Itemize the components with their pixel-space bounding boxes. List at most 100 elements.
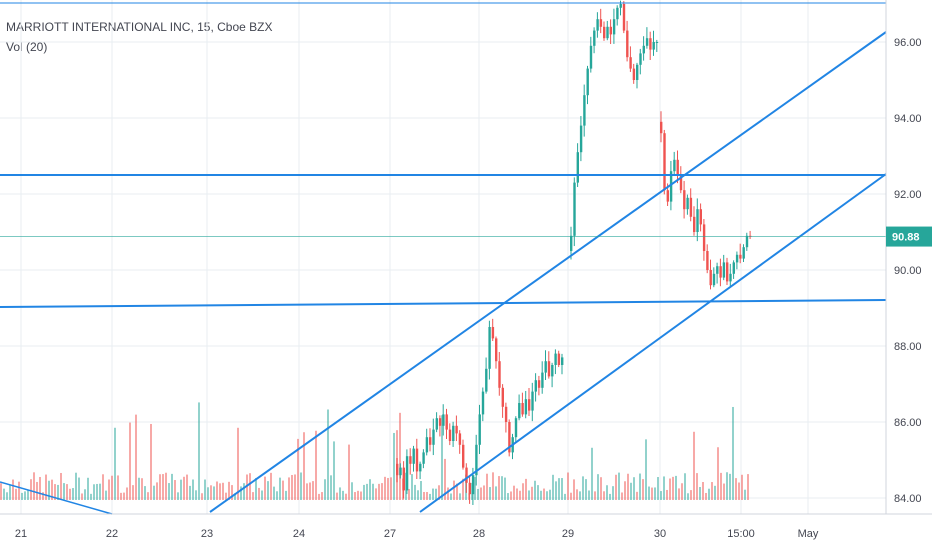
volume-bar <box>222 482 224 500</box>
time-axis: 21 22 23 24 27 28 29 30 15:00 May <box>0 513 932 540</box>
candle-body <box>481 391 485 415</box>
volume-bar <box>189 485 191 500</box>
volume-bar <box>576 489 578 500</box>
price-tick-label: 90.00 <box>894 265 922 277</box>
volume-bar <box>378 483 380 500</box>
candle-body <box>676 159 679 175</box>
volume-bar <box>102 474 104 500</box>
volume-bar <box>483 485 485 500</box>
volume-bar <box>699 487 701 500</box>
candle-body <box>405 456 409 491</box>
volume-bar <box>150 423 152 500</box>
candle-body <box>619 4 622 8</box>
volume-bar <box>285 490 287 500</box>
volume-bar <box>693 431 695 500</box>
candle-body <box>445 414 448 430</box>
volume-bar <box>6 492 8 500</box>
volume-bar <box>12 479 14 500</box>
volume-bar <box>246 474 248 500</box>
time-tick-label: 30 <box>654 528 666 540</box>
candle-body <box>702 224 706 251</box>
time-tick-label: 22 <box>106 528 118 540</box>
volume-bar <box>141 478 143 500</box>
candle-body <box>488 327 491 369</box>
volume-bar <box>363 484 365 500</box>
candle-body <box>583 95 586 126</box>
volume-bar <box>522 483 524 500</box>
volume-bar <box>384 476 386 500</box>
time-tick-label: May <box>798 528 819 540</box>
volume-bar <box>621 492 623 500</box>
volume-bar <box>462 478 464 500</box>
volume-bar <box>276 491 278 500</box>
volume-bar <box>237 427 239 500</box>
volume-bar <box>432 488 434 500</box>
volume-bar <box>336 492 338 500</box>
candle-body <box>606 26 609 39</box>
candle-body <box>629 57 632 69</box>
trendlines <box>0 2 887 515</box>
volume-bar <box>564 493 566 500</box>
volume-bar <box>84 489 86 500</box>
volume-bar <box>24 491 26 500</box>
volume-bar <box>696 473 698 500</box>
volume-bar <box>663 476 665 500</box>
volume-bar <box>240 486 242 500</box>
volume-bar <box>201 493 203 500</box>
candle-body <box>570 235 573 251</box>
candle-body <box>693 216 696 232</box>
last-price-label: 90.88 <box>892 232 920 244</box>
candle-body <box>669 171 673 202</box>
volume-bar <box>153 485 155 500</box>
candle-body <box>415 448 419 472</box>
candle-body <box>579 125 583 153</box>
volume-bar <box>78 477 80 500</box>
volume-bar <box>543 488 545 500</box>
candle-body <box>495 338 498 362</box>
volume-bar <box>588 490 590 500</box>
candle-body <box>612 19 616 35</box>
volume-bar <box>294 474 296 500</box>
volume-bar <box>723 483 725 500</box>
candle-body <box>471 475 475 495</box>
volume-bar <box>636 491 638 500</box>
chart-legend: MARRIOTT INTERNATIONAL INC, 15, Cboe BZX… <box>6 17 273 57</box>
volume-bar <box>672 476 674 500</box>
candle-body <box>722 262 726 278</box>
volume-bar <box>498 476 500 500</box>
candle-body <box>709 270 712 286</box>
volume-bar <box>630 482 632 500</box>
candle-body <box>655 42 659 43</box>
volume-bar <box>216 481 218 500</box>
volume-bar <box>198 402 200 500</box>
volume-bar <box>72 488 74 500</box>
candle-body <box>699 209 702 225</box>
volume-bar <box>552 474 554 500</box>
volume-bar <box>357 490 359 500</box>
volume-bar <box>123 492 125 500</box>
lower-channel-line <box>419 173 887 513</box>
volume-bar <box>741 474 743 500</box>
volume-bar <box>93 484 95 500</box>
volume-bar <box>444 458 446 500</box>
volume-bar <box>729 473 731 500</box>
volume-bar <box>555 481 557 500</box>
candle-body <box>609 26 612 35</box>
volume-bar <box>210 485 212 500</box>
candle-body <box>419 463 422 472</box>
volume-bar <box>138 477 140 500</box>
candle-body <box>438 418 442 426</box>
volume-bar <box>57 484 59 500</box>
volume-bar <box>243 483 245 500</box>
candle-body <box>660 121 663 134</box>
candle-body <box>573 182 576 236</box>
candle-body <box>599 19 603 27</box>
time-tick-label: 23 <box>201 528 213 540</box>
volume-bar <box>315 430 317 500</box>
candle-body <box>458 433 462 445</box>
volume-bar <box>255 478 257 500</box>
volume-bar <box>618 472 620 500</box>
candle-body <box>712 273 716 286</box>
candle-body <box>593 30 596 46</box>
